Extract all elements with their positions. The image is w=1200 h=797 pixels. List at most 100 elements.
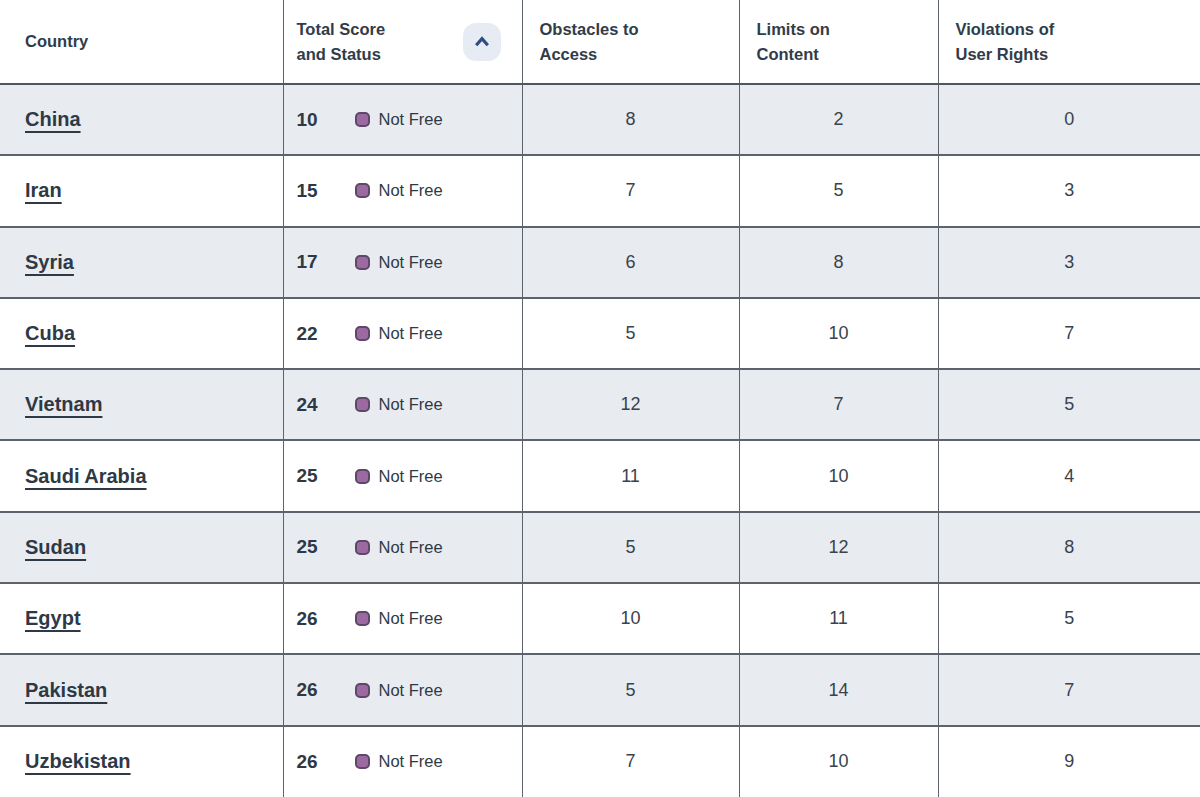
table-row: Syria 17 Not Free 6 8 3	[0, 227, 1200, 298]
violations-value: 7	[938, 298, 1200, 369]
column-header-total-score-label: Total Score and Status	[297, 17, 409, 67]
status-dot-icon	[355, 326, 370, 341]
header-row: Country Total Score and Status Obstacles	[0, 0, 1200, 84]
status-badge: Not Free	[355, 253, 443, 272]
status-dot-icon	[355, 183, 370, 198]
obstacles-value: 7	[522, 155, 739, 226]
obstacles-value: 7	[522, 726, 739, 797]
table-row: Sudan 25 Not Free 5 12 8	[0, 512, 1200, 583]
obstacles-value: 8	[522, 84, 739, 155]
limits-value: 10	[739, 726, 938, 797]
violations-value: 8	[938, 512, 1200, 583]
country-link[interactable]: Syria	[25, 251, 74, 273]
violations-value: 7	[938, 654, 1200, 725]
country-link[interactable]: Iran	[25, 179, 62, 201]
chevron-up-icon	[472, 32, 492, 52]
status-label: Not Free	[379, 538, 443, 557]
status-label: Not Free	[379, 253, 443, 272]
status-label: Not Free	[379, 181, 443, 200]
country-link[interactable]: Sudan	[25, 536, 86, 558]
country-link[interactable]: Pakistan	[25, 679, 107, 701]
total-score-value: 26	[297, 608, 341, 630]
status-dot-icon	[355, 255, 370, 270]
column-header-total-score: Total Score and Status	[283, 0, 522, 84]
limits-value: 14	[739, 654, 938, 725]
violations-value: 4	[938, 440, 1200, 511]
status-dot-icon	[355, 611, 370, 626]
sort-button[interactable]	[463, 23, 501, 61]
status-label: Not Free	[379, 752, 443, 771]
status-badge: Not Free	[355, 752, 443, 771]
status-dot-icon	[355, 540, 370, 555]
limits-value: 2	[739, 84, 938, 155]
total-score-value: 22	[297, 323, 341, 345]
country-link[interactable]: Cuba	[25, 322, 75, 344]
status-dot-icon	[355, 469, 370, 484]
obstacles-value: 12	[522, 369, 739, 440]
limits-value: 5	[739, 155, 938, 226]
obstacles-value: 6	[522, 227, 739, 298]
obstacles-value: 5	[522, 654, 739, 725]
total-score-value: 24	[297, 394, 341, 416]
status-badge: Not Free	[355, 681, 443, 700]
total-score-value: 10	[297, 109, 341, 131]
table-row: Pakistan 26 Not Free 5 14 7	[0, 654, 1200, 725]
status-badge: Not Free	[355, 467, 443, 486]
column-header-violations-label: Violations of User Rights	[956, 17, 1068, 67]
column-header-obstacles-label: Obstacles to Access	[540, 17, 652, 67]
table-row: Iran 15 Not Free 7 5 3	[0, 155, 1200, 226]
status-badge: Not Free	[355, 538, 443, 557]
status-label: Not Free	[379, 609, 443, 628]
violations-value: 9	[938, 726, 1200, 797]
limits-value: 7	[739, 369, 938, 440]
limits-value: 12	[739, 512, 938, 583]
column-header-violations: Violations of User Rights	[938, 0, 1200, 84]
limits-value: 10	[739, 298, 938, 369]
limits-value: 8	[739, 227, 938, 298]
obstacles-value: 5	[522, 512, 739, 583]
table-row: Vietnam 24 Not Free 12 7 5	[0, 369, 1200, 440]
table-row: Egypt 26 Not Free 10 11 5	[0, 583, 1200, 654]
violations-value: 5	[938, 583, 1200, 654]
violations-value: 3	[938, 227, 1200, 298]
status-label: Not Free	[379, 395, 443, 414]
obstacles-value: 5	[522, 298, 739, 369]
country-link[interactable]: China	[25, 108, 81, 130]
status-dot-icon	[355, 397, 370, 412]
total-score-value: 26	[297, 679, 341, 701]
table-header: Country Total Score and Status Obstacles	[0, 0, 1200, 84]
obstacles-value: 10	[522, 583, 739, 654]
status-label: Not Free	[379, 110, 443, 129]
country-link[interactable]: Vietnam	[25, 393, 102, 415]
column-header-limits-label: Limits on Content	[757, 17, 869, 67]
table-body: China 10 Not Free 8 2 0 Iran 15	[0, 84, 1200, 797]
status-badge: Not Free	[355, 609, 443, 628]
column-header-country-label: Country	[25, 29, 88, 54]
status-label: Not Free	[379, 324, 443, 343]
status-badge: Not Free	[355, 181, 443, 200]
total-score-value: 17	[297, 251, 341, 273]
total-score-value: 26	[297, 751, 341, 773]
country-link[interactable]: Uzbekistan	[25, 750, 131, 772]
total-score-value: 25	[297, 465, 341, 487]
status-badge: Not Free	[355, 324, 443, 343]
column-header-country: Country	[0, 0, 283, 84]
total-score-value: 25	[297, 536, 341, 558]
country-link[interactable]: Saudi Arabia	[25, 465, 147, 487]
column-header-limits: Limits on Content	[739, 0, 938, 84]
limits-value: 11	[739, 583, 938, 654]
violations-value: 3	[938, 155, 1200, 226]
freedom-scores-table: Country Total Score and Status Obstacles	[0, 0, 1200, 797]
status-label: Not Free	[379, 467, 443, 486]
status-dot-icon	[355, 754, 370, 769]
limits-value: 10	[739, 440, 938, 511]
column-header-obstacles: Obstacles to Access	[522, 0, 739, 84]
table-row: Saudi Arabia 25 Not Free 11 10 4	[0, 440, 1200, 511]
status-badge: Not Free	[355, 110, 443, 129]
status-badge: Not Free	[355, 395, 443, 414]
table-row: China 10 Not Free 8 2 0	[0, 84, 1200, 155]
table-row: Cuba 22 Not Free 5 10 7	[0, 298, 1200, 369]
status-label: Not Free	[379, 681, 443, 700]
obstacles-value: 11	[522, 440, 739, 511]
country-link[interactable]: Egypt	[25, 607, 81, 629]
